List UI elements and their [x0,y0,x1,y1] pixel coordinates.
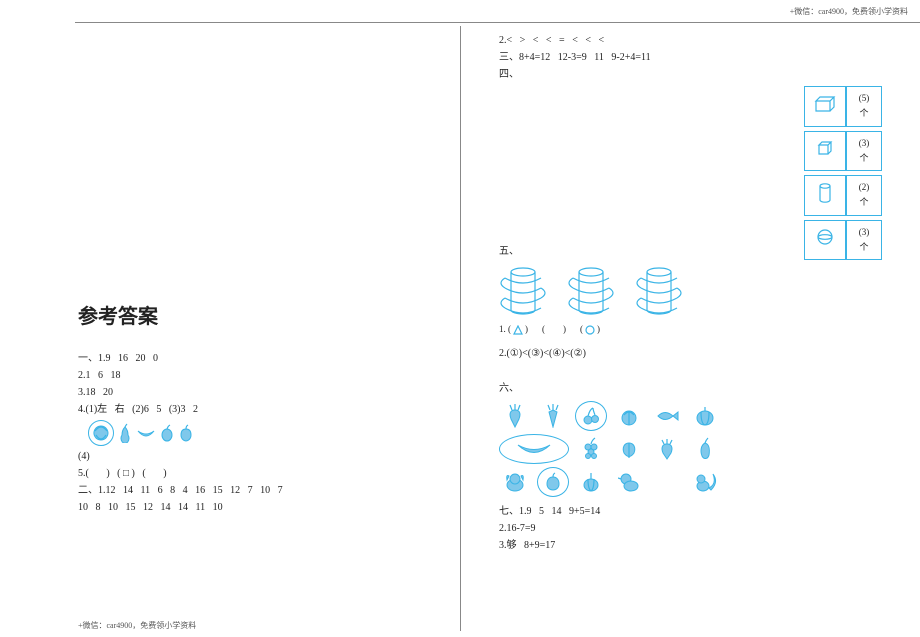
answers-title: 参考答案 [78,300,461,334]
mango-icon [159,423,175,443]
count-cell: (5)个 [846,86,882,127]
ans-line: 2.1 6 18 [78,367,461,384]
ans-line: 二、1.12 14 11 6 8 4 16 15 12 7 10 7 [78,482,461,499]
bead-cylinders [499,264,882,320]
bead-label: ( ) [542,322,566,337]
peach-icon [613,434,645,464]
bead-labels: 1. ( ) ( ) ( ) [499,322,882,337]
onion-icon [575,467,607,497]
pear-icon [117,423,133,443]
radish-icon [499,401,531,431]
footer-watermark: +微信：car4900，免费领小学资料 [78,620,196,631]
left-column: 参考答案 一、1.9 16 20 0 2.1 6 18 3.18 20 4.(1… [0,0,481,637]
count-cell: (3)个 [846,220,882,261]
right-column: 2.< > < < = < < < 三、8+4=12 12-3=9 11 9-2… [481,0,920,637]
dog-icon [499,467,531,497]
ans-line: 3.18 20 [78,384,461,401]
sphere-icon [804,220,846,261]
apple-icon [178,424,194,442]
bead-label: 1. ( ) [499,322,528,337]
bead-cyl-3-icon [635,264,683,320]
triangle-icon [513,325,523,335]
table-row: (5)个 [804,86,882,127]
bead-cyl-2-icon [567,264,615,320]
table-row: (2)个 [804,175,882,216]
carrot-icon [537,401,569,431]
bead-label: ( ) [580,322,600,337]
fish-icon [651,401,683,431]
vegetable-fruit-grid [499,401,882,497]
ans-line: 2.< > < < = < < < [499,32,882,49]
table-row: (3)个 [804,220,882,261]
bead-cyl-1-icon [499,264,547,320]
ans-line: 10 8 10 15 12 14 14 11 10 [78,499,461,516]
cabbage-icon [613,401,645,431]
section-label: 六、 [499,380,882,397]
ans-line: 一、1.9 16 20 0 [78,350,461,367]
grapes-icon [575,434,607,464]
chick-icon [613,467,645,497]
circle-icon [585,325,595,335]
banana-icon [136,425,156,441]
cube-icon [804,131,846,172]
ans-line: (4) [78,448,461,465]
cylinder-icon [804,175,846,216]
count-cell: (2)个 [846,175,882,216]
circled-cherry-icon [575,401,607,431]
ans-line: 七、1.9 5 14 9+5=14 [499,503,882,520]
pumpkin-icon [689,401,721,431]
ans-line: 5.( ) ( □ ) ( ) [78,465,461,482]
fruit-strip [88,420,461,446]
strawberry-icon [651,434,683,464]
ans-line: 2.(①)<(③)<(④)<(②) [499,345,882,362]
squirrel-icon [689,467,721,497]
ans-line: 三、8+4=12 12-3=9 11 9-2+4=11 [499,49,882,66]
cuboid-icon [804,86,846,127]
count-cell: (3)个 [846,131,882,172]
circled-apple-icon [537,467,569,497]
circled-banana-icon [499,434,569,464]
ans-line: 3.够 8+9=17 [499,537,882,554]
section-label: 四、 [499,66,882,83]
table-row: (3)个 [804,131,882,172]
shape-count-table: (5)个 (3)个 (2)个 (3)个 [804,82,882,264]
circled-watermelon-icon [88,420,114,446]
eggplant-icon [689,434,721,464]
ans-line: 4.(1)左 右 (2)6 5 (3)3 2 [78,401,461,418]
ans-line: 2.16-7=9 [499,520,882,537]
